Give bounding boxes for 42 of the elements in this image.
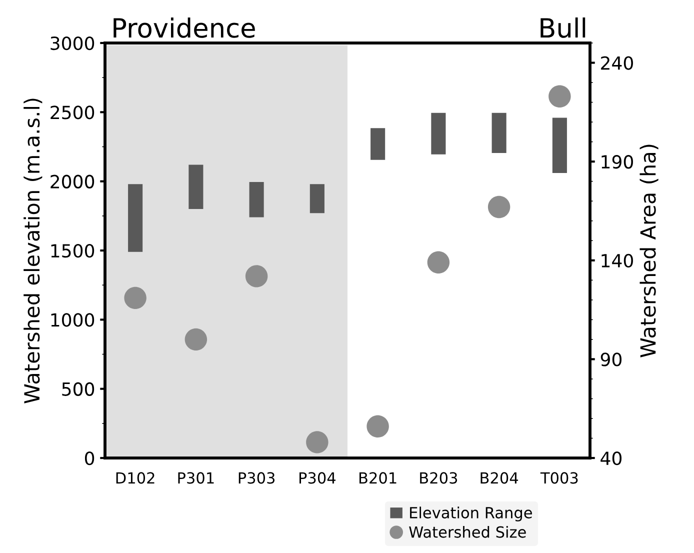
point	[488, 196, 510, 218]
x-tick-label: B203	[420, 472, 458, 484]
x-tick-label: B201	[359, 472, 396, 484]
bar	[370, 128, 386, 160]
x-tick-label: T003	[540, 472, 578, 484]
y-tick-label: 3000	[50, 36, 94, 50]
y-tick-label: 1000	[51, 313, 94, 327]
point	[366, 415, 389, 438]
point	[124, 286, 146, 310]
bar	[128, 184, 143, 252]
point	[184, 328, 208, 351]
bar	[249, 182, 264, 218]
bar	[552, 118, 567, 174]
y-tick-label: 500	[62, 382, 94, 396]
band-label: Providence	[114, 17, 255, 38]
y2-tick-label: 140	[602, 254, 633, 268]
point	[306, 431, 328, 454]
y2-tick-label: 40	[600, 451, 622, 466]
y-tick-label: 1500	[51, 244, 94, 258]
legend-label: Watershed Size	[409, 526, 526, 538]
bar	[492, 112, 506, 153]
y-axis-title: Watershed elevation (m.a.s.l)	[24, 98, 42, 404]
bar	[431, 112, 446, 154]
legend-label: Elevation Range	[410, 506, 532, 522]
y2-tick-label: 240	[601, 56, 633, 70]
bar	[188, 164, 204, 209]
text: Bull	[540, 17, 586, 38]
y-tick-label: 2000	[50, 174, 94, 188]
x-tick-label: D102	[116, 472, 154, 484]
y-tick-label: 2500	[50, 106, 94, 120]
x-tick-label: P303	[238, 472, 275, 484]
point	[427, 251, 450, 274]
point	[245, 265, 268, 288]
x-tick-label: P304	[300, 472, 336, 484]
x-tick-label: B204	[480, 472, 518, 484]
y2-tick-label: 90	[600, 352, 622, 366]
x-tick-label: P301	[178, 472, 214, 484]
y2-tick-label: 190	[602, 155, 633, 169]
point	[548, 85, 571, 108]
bar	[310, 184, 324, 214]
y-tick-label: 0	[84, 451, 94, 466]
y2-axis-title: Watershed Area (ha)	[640, 144, 658, 358]
